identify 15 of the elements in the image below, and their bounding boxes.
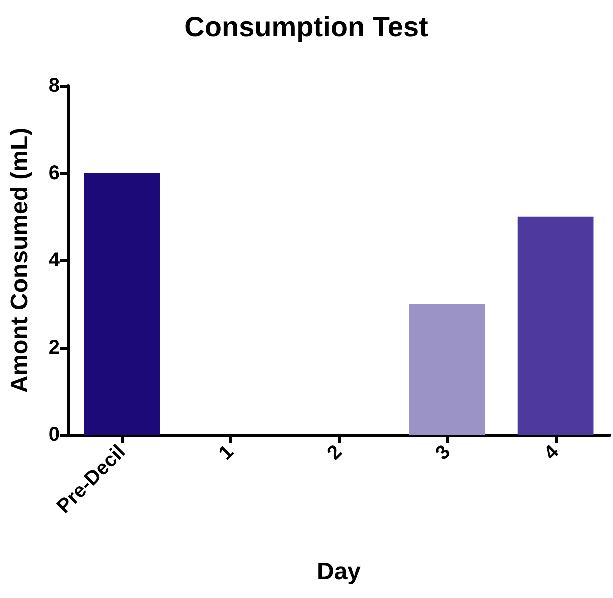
x-axis-title: Day <box>316 558 362 586</box>
bar <box>409 304 486 435</box>
x-tick-label: 2 <box>323 441 347 465</box>
y-tick-label: 0 <box>48 424 60 446</box>
chart-title: Consumption Test <box>184 12 428 42</box>
y-axis-title: Amont Consumed (mL) <box>6 128 34 394</box>
y-tick-label: 4 <box>48 250 61 272</box>
y-tick-label: 8 <box>48 75 60 97</box>
x-tick-label: 3 <box>432 441 456 465</box>
y-tick-label: 2 <box>48 336 60 359</box>
y-tick-label: 6 <box>48 162 60 184</box>
x-tick-label: 4 <box>540 441 564 465</box>
bar <box>518 216 594 435</box>
bar <box>84 173 160 435</box>
x-tick-label: 1 <box>214 441 238 465</box>
